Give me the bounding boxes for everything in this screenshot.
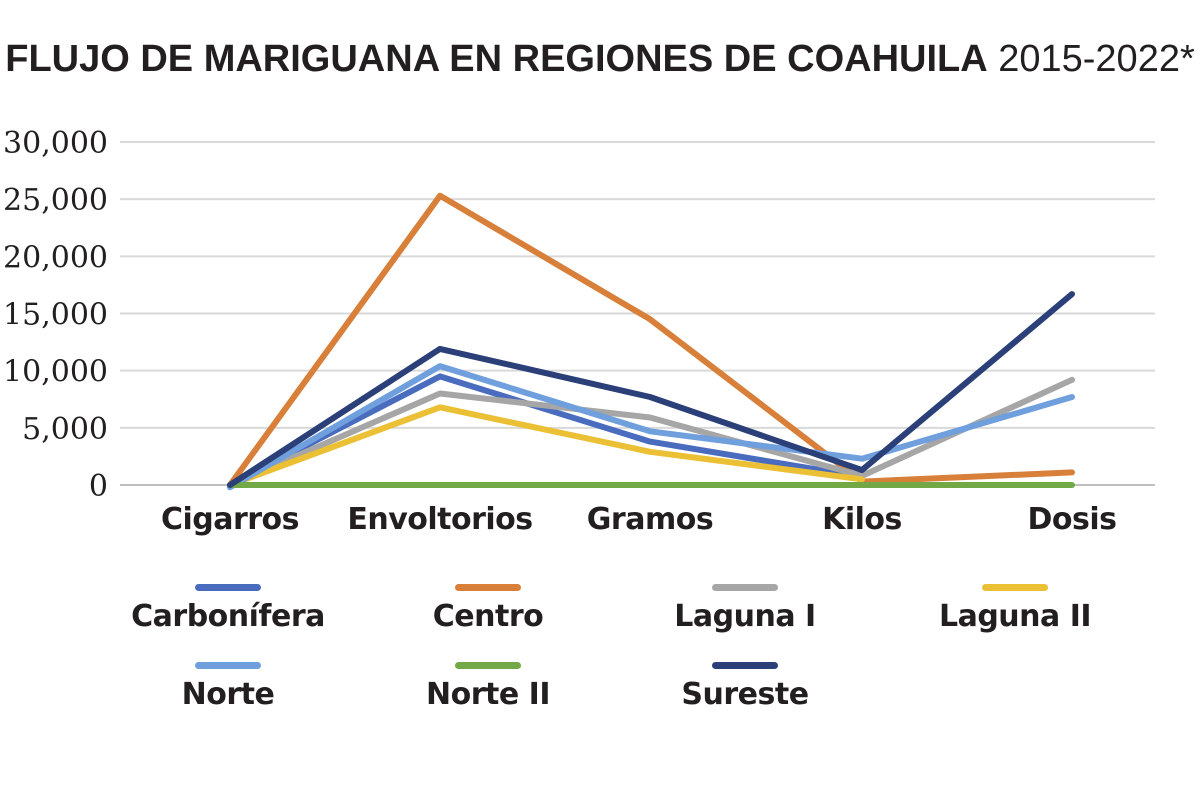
legend-item: Laguna II <box>875 584 1155 634</box>
legend-swatch <box>195 584 261 591</box>
series-line-carbonifera <box>227 373 865 488</box>
legend-item: Carbonífera <box>88 584 368 634</box>
x-tick-label: Kilos <box>822 502 902 537</box>
legend-swatch <box>712 584 778 591</box>
chart-title-main: FLUJO DE MARIGUANA EN REGIONES DE COAHUI… <box>5 38 988 80</box>
legend-item: Norte II <box>348 662 628 712</box>
series-line-laguna-ii <box>227 404 865 488</box>
x-tick-label: Dosis <box>1027 502 1116 537</box>
legend-label: Centro <box>432 599 544 634</box>
x-tick-label: Gramos <box>587 502 713 537</box>
legend-swatch <box>712 662 778 669</box>
y-tick-label: 15,000 <box>3 298 108 333</box>
legend-swatch <box>195 662 261 669</box>
legend-label: Sureste <box>681 677 809 712</box>
y-tick-label: 30,000 <box>3 126 108 161</box>
legend-swatch <box>455 662 521 669</box>
y-tick-label: 20,000 <box>3 240 108 275</box>
legend-item: Sureste <box>605 662 885 712</box>
legend-item: Laguna I <box>605 584 885 634</box>
legend-label: Laguna I <box>674 599 816 634</box>
legend-label: Norte II <box>426 677 550 712</box>
legend-swatch <box>982 584 1048 591</box>
legend-label: Carbonífera <box>131 599 325 634</box>
chart-title: FLUJO DE MARIGUANA EN REGIONES DE COAHUI… <box>0 38 1200 81</box>
x-tick-label: Envoltorios <box>347 502 532 537</box>
legend-item: Norte <box>88 662 368 712</box>
y-tick-label: 10,000 <box>3 355 108 390</box>
legend-item: Centro <box>348 584 628 634</box>
series-line-sureste <box>227 291 1075 488</box>
series-line-centro <box>227 192 1075 488</box>
chart-title-years: 2015-2022* <box>998 38 1195 80</box>
x-tick-label: Cigarros <box>161 502 299 537</box>
series-line-norte <box>227 363 1075 491</box>
y-tick-label: 5,000 <box>22 412 108 447</box>
legend-label: Laguna II <box>938 599 1092 634</box>
legend-label: Norte <box>181 677 275 712</box>
y-tick-label: 0 <box>89 469 108 504</box>
y-tick-label: 25,000 <box>3 183 108 218</box>
series-line-laguna-i <box>227 376 1075 488</box>
line-chart: 0 5,000 10,000 15,000 20,000 25,000 30,000 Ciga… <box>3 126 1155 537</box>
legend-swatch <box>455 584 521 591</box>
